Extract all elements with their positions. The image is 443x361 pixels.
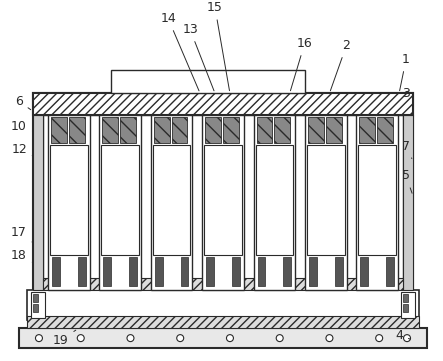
Bar <box>153 145 190 255</box>
Bar <box>202 115 244 290</box>
Bar <box>50 145 88 255</box>
Text: 10: 10 <box>11 120 33 133</box>
Circle shape <box>127 335 134 342</box>
Text: 18: 18 <box>11 249 33 262</box>
Text: 17: 17 <box>11 226 33 243</box>
Bar <box>111 70 305 93</box>
Circle shape <box>35 335 43 342</box>
Bar <box>43 278 403 290</box>
Bar <box>386 257 394 286</box>
Bar <box>69 117 85 143</box>
Circle shape <box>404 335 411 342</box>
Text: 12: 12 <box>11 143 33 156</box>
Bar <box>307 145 345 255</box>
Bar <box>401 292 415 318</box>
Text: 5: 5 <box>402 169 412 193</box>
Text: 7: 7 <box>402 140 412 158</box>
Bar <box>205 117 221 143</box>
Bar <box>326 117 342 143</box>
Bar <box>19 328 427 348</box>
Circle shape <box>77 335 84 342</box>
Bar <box>204 145 242 255</box>
Bar <box>33 294 38 302</box>
Bar <box>78 257 85 286</box>
Bar <box>253 115 295 290</box>
Bar <box>284 257 291 286</box>
Bar <box>403 115 413 290</box>
Bar <box>33 115 43 290</box>
Text: 4: 4 <box>395 329 410 342</box>
Bar <box>223 117 239 143</box>
Bar <box>102 117 118 143</box>
Bar <box>358 145 396 255</box>
Bar <box>151 115 192 290</box>
Bar <box>52 257 60 286</box>
Bar <box>43 115 403 290</box>
Bar <box>27 290 419 320</box>
Bar <box>48 115 89 290</box>
Bar <box>31 292 45 318</box>
Bar <box>377 117 393 143</box>
Bar <box>33 93 413 115</box>
Bar <box>180 257 188 286</box>
Bar <box>359 117 375 143</box>
Bar <box>305 115 347 290</box>
Bar <box>120 117 136 143</box>
Bar <box>154 117 170 143</box>
Bar <box>103 257 111 286</box>
Bar <box>308 117 324 143</box>
Circle shape <box>226 335 233 342</box>
Circle shape <box>276 335 283 342</box>
Circle shape <box>177 335 184 342</box>
Text: 14: 14 <box>160 12 199 91</box>
Bar <box>257 257 265 286</box>
Bar <box>155 257 163 286</box>
Bar <box>309 257 317 286</box>
Bar <box>171 117 187 143</box>
Text: 15: 15 <box>207 1 229 91</box>
Text: 2: 2 <box>330 39 350 91</box>
Text: 19: 19 <box>53 330 76 347</box>
Bar <box>274 117 290 143</box>
Bar <box>403 294 408 302</box>
Text: 1: 1 <box>400 53 410 91</box>
Bar <box>33 304 38 312</box>
Bar <box>361 257 369 286</box>
Text: 3: 3 <box>402 87 413 101</box>
Text: 16: 16 <box>291 37 312 91</box>
Text: 6: 6 <box>15 95 31 110</box>
Bar <box>33 93 413 290</box>
Circle shape <box>326 335 333 342</box>
Bar <box>129 257 137 286</box>
Circle shape <box>376 335 383 342</box>
Bar <box>101 145 139 255</box>
Bar <box>99 115 141 290</box>
Bar <box>403 304 408 312</box>
Bar <box>335 257 343 286</box>
Bar <box>27 316 419 328</box>
Bar <box>256 145 293 255</box>
Bar <box>256 117 272 143</box>
Text: 13: 13 <box>182 23 214 91</box>
Bar <box>232 257 240 286</box>
Bar <box>206 257 214 286</box>
Bar <box>51 117 66 143</box>
Bar <box>357 115 398 290</box>
